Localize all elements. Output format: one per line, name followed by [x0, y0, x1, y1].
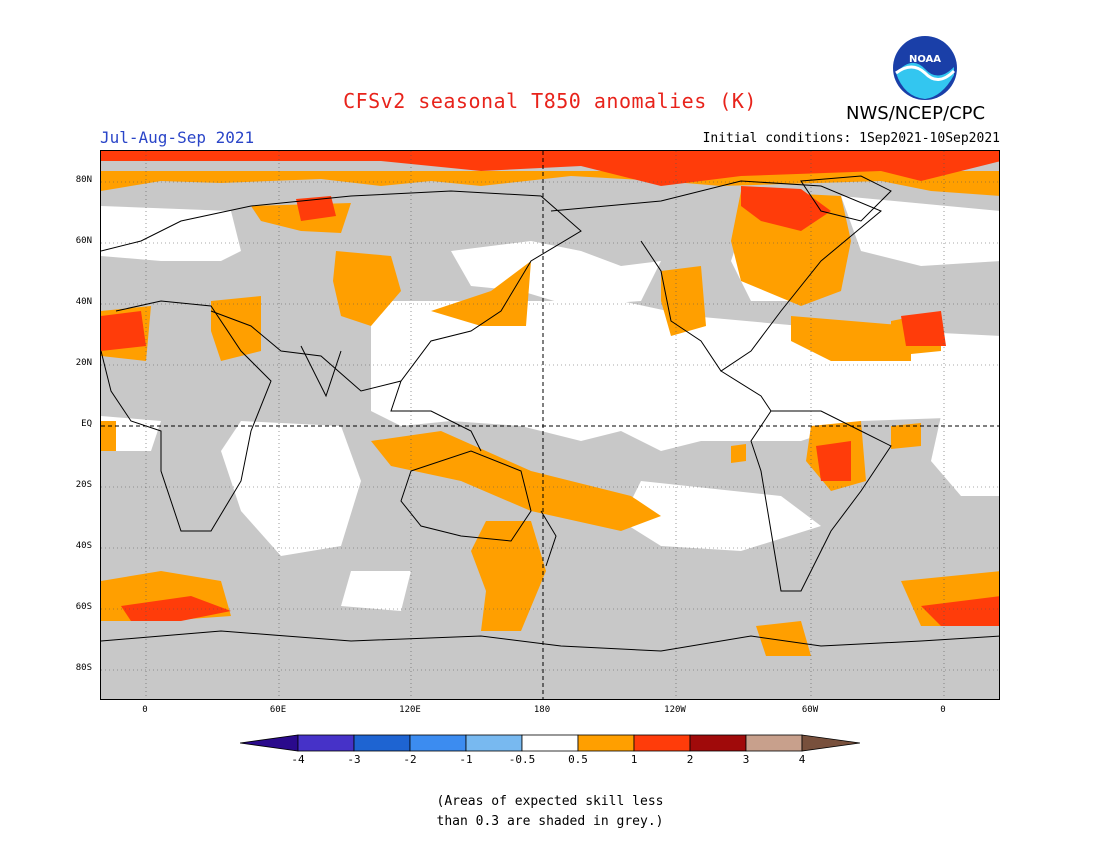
colorbar-label: -2 [403, 753, 417, 766]
coast-eurasia [101, 190, 582, 392]
colorbar-segment [633, 734, 691, 752]
lon-label: 120E [399, 705, 421, 715]
colorbar-segment [577, 734, 635, 752]
colorbar-label: -1 [459, 753, 473, 766]
lon-label: 0 [142, 705, 148, 715]
lon-label: 180 [533, 705, 551, 715]
warm-arctic-siberia [101, 171, 999, 196]
lat-label: 80S [75, 663, 92, 673]
lat-label: 20N [75, 358, 92, 368]
colorbar-segment [745, 734, 803, 752]
coast-antarctica [101, 630, 999, 652]
colorbar-segment [353, 734, 411, 752]
colorbar-label: 4 [798, 753, 806, 766]
warm-south-atlantic-spot [891, 423, 921, 449]
coast-south-america [750, 410, 892, 592]
colorbar-segment [689, 734, 747, 752]
coast-australia [400, 450, 532, 542]
lat-label: 20S [75, 480, 92, 490]
lon-label: 0 [940, 705, 946, 715]
noaa-logo-gull [895, 65, 956, 81]
warm-western-us [661, 266, 706, 336]
noaa-logo-text: NOAA [909, 54, 941, 65]
lat-label: 40N [75, 297, 92, 307]
footnote-line-1: (Areas of expected skill less [436, 794, 664, 809]
coast-southeast-asia [390, 380, 482, 452]
hot-north-europe [296, 196, 336, 221]
warm-middle-east [211, 296, 261, 361]
colorbar-label: 1 [630, 753, 638, 766]
neutral-north-pacific [451, 241, 661, 306]
lat-label: 60N [75, 236, 92, 246]
warm-australia-band [371, 431, 661, 531]
noaa-logo-wave [896, 62, 954, 99]
coast-greenland [800, 175, 892, 222]
coast-africa [101, 300, 272, 532]
colorbar-segment [297, 734, 355, 752]
footnote-line-2: than 0.3 are shaded in grey.) [436, 814, 664, 829]
skill-footnote: (Areas of expected skill less than 0.3 a… [0, 792, 1100, 832]
colorbar-label: -4 [291, 753, 305, 766]
neutral-north-atlantic [841, 196, 999, 266]
agency-label: NWS/NCEP/CPC [846, 103, 986, 124]
hot-arctic [101, 151, 999, 186]
lat-label: 40S [75, 541, 92, 551]
neutral-south-atlantic [931, 411, 999, 496]
colorbar-label: -0.5 [508, 753, 536, 766]
coast-new-zealand [540, 510, 557, 567]
colorbar-segment [521, 734, 579, 752]
coast-north-america [550, 180, 882, 372]
colorbar-label: 0.5 [568, 753, 588, 766]
hot-southern-atlantic [921, 596, 999, 626]
coast-india [300, 345, 342, 398]
hot-iberia [101, 311, 146, 351]
warm-central-asia [333, 251, 401, 326]
colorbar-segment [240, 734, 299, 752]
colorbar-label: 2 [686, 753, 694, 766]
colorbar-segment [465, 734, 523, 752]
colorbar-segment [409, 734, 467, 752]
lat-label: 60S [75, 602, 92, 612]
anomaly-1-to-2 [101, 151, 999, 626]
initial-conditions: Initial conditions: 1Sep2021-10Sep2021 [702, 131, 1000, 146]
map-canvas [101, 151, 999, 699]
neutral-regions [101, 196, 999, 611]
colorbar-label: 3 [742, 753, 750, 766]
colorbar [240, 734, 860, 752]
coastlines [101, 175, 999, 652]
chart-title: CFSv2 seasonal T850 anomalies (K) [343, 89, 757, 113]
forecast-period: Jul-Aug-Sep 2021 [100, 128, 255, 147]
hot-brazil [816, 441, 851, 481]
neutral-south-indian [221, 421, 361, 556]
neutral-europe [101, 206, 241, 261]
lon-label: 60E [269, 705, 287, 715]
colorbar-label: -3 [347, 753, 361, 766]
warm-west-atlantic-eq [101, 421, 116, 451]
hot-canada-arctic [741, 186, 831, 231]
noaa-logo: NOAA [893, 36, 957, 100]
neutral-southern-ocean [341, 571, 411, 611]
coast-central-america [720, 370, 772, 412]
hot-southern-indian [121, 596, 231, 621]
lat-label: EQ [81, 419, 92, 429]
lon-label: 60W [801, 705, 819, 715]
anomaly-map [100, 150, 1000, 700]
lat-label: 80N [75, 175, 92, 185]
hot-east-atlantic [901, 311, 946, 346]
warm-antarctic-peninsula [756, 621, 811, 656]
warm-japan-pacific [431, 261, 531, 326]
warm-south-pacific-spot [731, 444, 746, 463]
warm-tasman [471, 521, 546, 631]
warm-north-atlantic [791, 316, 911, 361]
colorbar-segment [801, 734, 860, 752]
lon-label: 120W [664, 705, 686, 715]
